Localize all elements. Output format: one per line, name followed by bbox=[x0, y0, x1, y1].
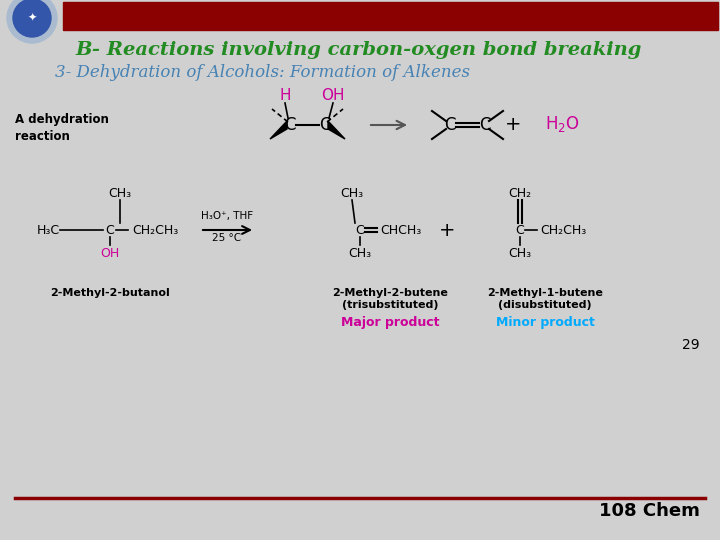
Text: CHCH₃: CHCH₃ bbox=[380, 224, 421, 237]
Text: C: C bbox=[516, 224, 524, 237]
Text: C: C bbox=[444, 116, 456, 134]
Circle shape bbox=[7, 0, 57, 43]
Text: 2-Methyl-2-butene
(trisubstituted): 2-Methyl-2-butene (trisubstituted) bbox=[332, 288, 448, 309]
Text: CH₃: CH₃ bbox=[508, 247, 531, 260]
Text: +: + bbox=[438, 220, 455, 240]
Text: Minor product: Minor product bbox=[495, 316, 595, 329]
Text: CH₃: CH₃ bbox=[348, 247, 372, 260]
Text: CH₂CH₃: CH₂CH₃ bbox=[132, 224, 179, 237]
Text: C: C bbox=[480, 116, 491, 134]
Text: 29: 29 bbox=[683, 338, 700, 352]
Text: H$_2$O: H$_2$O bbox=[545, 114, 580, 134]
Text: H: H bbox=[279, 88, 291, 103]
Text: A dehydration
reaction: A dehydration reaction bbox=[15, 113, 109, 143]
Text: H₃O⁺, THF: H₃O⁺, THF bbox=[201, 211, 253, 221]
Bar bbox=[63, 2, 718, 30]
Text: OH: OH bbox=[321, 88, 345, 103]
Text: CH₂CH₃: CH₂CH₃ bbox=[540, 224, 586, 237]
Text: Major product: Major product bbox=[341, 316, 439, 329]
Text: CH₃: CH₃ bbox=[341, 187, 364, 200]
Text: ✦: ✦ bbox=[27, 13, 37, 23]
Text: B- Reactions involving carbon-oxgen bond breaking: B- Reactions involving carbon-oxgen bond… bbox=[75, 41, 642, 59]
Text: C: C bbox=[356, 224, 364, 237]
Text: 2-Methyl-1-butene
(disubstituted): 2-Methyl-1-butene (disubstituted) bbox=[487, 288, 603, 309]
Text: 2-Methyl-2-butanol: 2-Methyl-2-butanol bbox=[50, 288, 170, 298]
Text: H₃C: H₃C bbox=[37, 224, 60, 237]
Text: C: C bbox=[319, 116, 330, 134]
Text: 108 Chem: 108 Chem bbox=[599, 502, 700, 520]
Polygon shape bbox=[328, 121, 345, 139]
Circle shape bbox=[13, 0, 51, 37]
Text: CH₃: CH₃ bbox=[109, 187, 132, 200]
Text: CH₂: CH₂ bbox=[508, 187, 531, 200]
Text: +: + bbox=[505, 114, 521, 133]
Text: 25 °C: 25 °C bbox=[212, 233, 242, 243]
Text: 3- Dehydration of Alcohols: Formation of Alkenes: 3- Dehydration of Alcohols: Formation of… bbox=[55, 64, 470, 81]
Polygon shape bbox=[270, 121, 287, 139]
Text: C: C bbox=[284, 116, 296, 134]
Text: OH: OH bbox=[100, 247, 120, 260]
Text: C: C bbox=[106, 224, 114, 237]
